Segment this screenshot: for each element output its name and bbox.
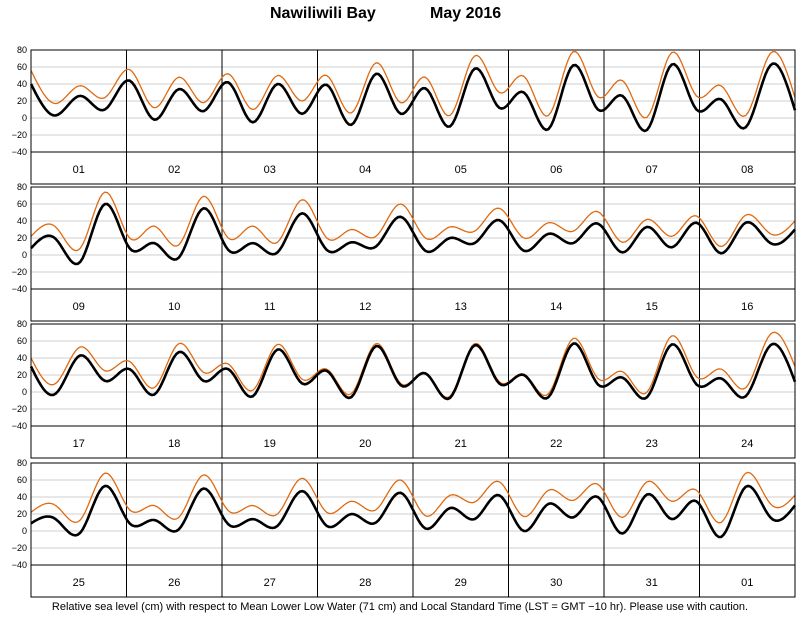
observed-curve: [30, 484, 797, 539]
day-label: 10: [168, 301, 180, 313]
day-axis-band: [30, 288, 796, 322]
y-tick-label: 0: [22, 250, 27, 260]
day-label: 14: [550, 301, 562, 313]
day-label: 01: [741, 577, 753, 589]
y-tick-label: 0: [22, 387, 27, 397]
predicted-curve: [30, 471, 796, 524]
observed-curve: [29, 62, 797, 133]
day-label: 30: [550, 577, 562, 589]
y-tick-label: −40: [12, 147, 27, 157]
y-tick-label: 80: [17, 45, 27, 55]
chart-panel-1: 80 60 40 20 0 −20 −40 01 02 03 04 05 06 07 08: [12, 45, 797, 185]
y-tick-label: −20: [12, 404, 27, 414]
day-label: 29: [455, 577, 467, 589]
day-axis-band: [30, 151, 796, 185]
y-tick-label: −20: [12, 543, 27, 553]
chart-title-station: Nawiliwili Bay: [270, 5, 376, 22]
day-label: 23: [646, 438, 658, 450]
day-axis-band: [30, 564, 796, 598]
observed-curve: [30, 202, 796, 266]
y-tick-label: 20: [17, 370, 27, 380]
chart-panel-4: 80 60 40 20 0 −20 −40 25 26 27 28 29 30 31 01: [12, 458, 797, 598]
day-axis-band: [30, 425, 796, 459]
day-label: 15: [646, 301, 658, 313]
y-tick-label: 80: [17, 458, 27, 468]
day-label: 17: [73, 438, 85, 450]
day-label: 07: [646, 164, 658, 176]
y-tick-label: 0: [22, 526, 27, 536]
predicted-curve: [30, 50, 796, 119]
day-label: 13: [455, 301, 467, 313]
chart-panel-3: 80 60 40 20 0 −20 −40 17 18 19 20 21 22 23 24: [12, 319, 797, 459]
day-label: 06: [550, 164, 562, 176]
y-tick-label: 60: [17, 199, 27, 209]
day-label: 22: [550, 438, 562, 450]
day-label: 26: [168, 577, 180, 589]
y-tick-label: 40: [17, 216, 27, 226]
day-label: 12: [359, 301, 371, 313]
day-label: 25: [73, 577, 85, 589]
predicted-curve: [30, 191, 796, 252]
day-label: 28: [359, 577, 371, 589]
y-tick-label: −20: [12, 130, 27, 140]
day-label: 18: [168, 438, 180, 450]
y-tick-label: 20: [17, 96, 27, 106]
y-tick-label: 40: [17, 79, 27, 89]
y-tick-label: −40: [12, 284, 27, 294]
observed-curve: [29, 342, 797, 401]
y-tick-label: 40: [17, 353, 27, 363]
day-label: 04: [359, 164, 371, 176]
day-label: 08: [741, 164, 753, 176]
day-label: 03: [264, 164, 276, 176]
day-label: 27: [264, 577, 276, 589]
y-tick-label: 20: [17, 509, 27, 519]
y-tick-label: 40: [17, 492, 27, 502]
day-label: 01: [73, 164, 85, 176]
y-tick-label: 80: [17, 319, 27, 329]
y-tick-label: −40: [12, 560, 27, 570]
y-tick-label: 0: [22, 113, 27, 123]
y-tick-label: −40: [12, 421, 27, 431]
day-label: 02: [168, 164, 180, 176]
day-label: 24: [741, 438, 753, 450]
y-tick-label: 60: [17, 475, 27, 485]
y-tick-label: 20: [17, 233, 27, 243]
chart-title-month: May 2016: [430, 5, 502, 22]
day-label: 19: [264, 438, 276, 450]
y-tick-label: −20: [12, 267, 27, 277]
day-label: 21: [455, 438, 467, 450]
day-label: 16: [741, 301, 753, 313]
footer-note: Relative sea level (cm) with respect to …: [51, 601, 749, 613]
chart-panel-2: 80 60 40 20 0 −20 −40 09 10 11 12 13 14 15 16: [12, 182, 796, 322]
y-tick-label: 60: [17, 336, 27, 346]
day-label: 11: [264, 301, 275, 313]
day-label: 20: [359, 438, 371, 450]
y-tick-label: 80: [17, 182, 27, 192]
day-label: 31: [646, 577, 658, 589]
y-tick-label: 60: [17, 62, 27, 72]
day-label: 09: [73, 301, 85, 313]
day-label: 05: [455, 164, 467, 176]
